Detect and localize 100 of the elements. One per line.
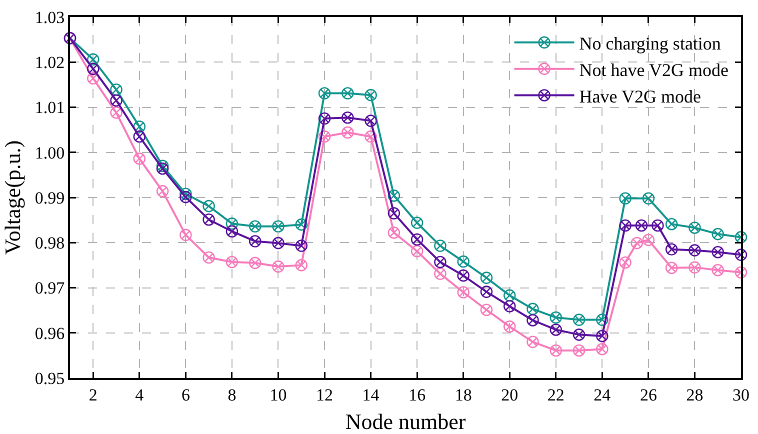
point — [480, 304, 493, 316]
point — [734, 231, 748, 244]
point — [410, 216, 424, 229]
point — [619, 256, 632, 269]
point — [504, 300, 516, 312]
point — [635, 219, 648, 232]
point — [248, 235, 262, 248]
point — [734, 266, 748, 279]
point — [156, 185, 169, 198]
point — [572, 314, 586, 326]
point — [688, 261, 701, 274]
point — [87, 62, 100, 75]
point — [272, 260, 284, 273]
y-axis-title: Voltage(p.u.) — [0, 140, 25, 255]
point — [87, 72, 100, 84]
point — [596, 330, 608, 342]
x-tick-label: 24 — [594, 385, 612, 404]
y-tick-label: 0.96 — [34, 324, 65, 343]
x-tick-label: 12 — [316, 385, 334, 404]
point — [480, 272, 493, 284]
point — [156, 162, 169, 175]
point — [526, 302, 539, 316]
legend-label: Have V2G mode — [579, 86, 701, 106]
point — [665, 262, 678, 274]
point — [110, 106, 122, 119]
point — [434, 256, 446, 268]
point — [133, 120, 146, 133]
x-tick-label: 22 — [547, 385, 564, 404]
x-tick-label: 26 — [640, 385, 657, 404]
x-tick-label: 18 — [454, 385, 472, 404]
point — [342, 111, 354, 124]
point — [364, 88, 377, 102]
point — [180, 188, 192, 200]
point — [202, 213, 215, 226]
y-tick-label: 1.03 — [34, 8, 65, 27]
point — [550, 324, 562, 336]
point — [652, 219, 664, 232]
point — [596, 314, 608, 326]
point — [364, 114, 377, 127]
point — [480, 286, 493, 298]
point — [226, 225, 238, 238]
point — [295, 259, 308, 272]
x-tick-label: 16 — [408, 385, 426, 404]
point — [572, 344, 586, 357]
x-tick-label: 6 — [181, 385, 190, 404]
point — [110, 94, 122, 107]
point — [712, 264, 724, 276]
point — [526, 336, 539, 348]
x-tick-label: 8 — [228, 385, 236, 404]
x-tick-label: 14 — [362, 385, 380, 404]
x-tick-label: 30 — [732, 385, 750, 404]
point — [388, 226, 400, 239]
point — [434, 268, 446, 280]
point — [630, 236, 644, 250]
point — [342, 87, 354, 100]
point — [318, 112, 331, 125]
point — [619, 192, 632, 205]
point — [410, 245, 424, 258]
x-axis-title: Node number — [345, 409, 466, 434]
point — [202, 251, 215, 264]
point — [712, 228, 724, 240]
point — [665, 218, 678, 230]
point — [642, 192, 655, 205]
x-tick-label: 2 — [88, 385, 98, 404]
point — [526, 314, 539, 326]
point — [665, 243, 678, 256]
point — [342, 126, 354, 139]
y-tick-label: 1.00 — [34, 143, 65, 162]
x-tick-label: 4 — [135, 385, 144, 404]
point — [688, 222, 701, 234]
point — [434, 240, 446, 252]
point — [550, 344, 562, 357]
point — [504, 320, 516, 333]
point — [248, 220, 262, 232]
point — [133, 130, 146, 143]
point — [712, 246, 724, 258]
point — [550, 311, 562, 324]
point — [180, 190, 192, 204]
point — [410, 233, 424, 246]
point — [248, 256, 262, 270]
point — [572, 328, 586, 341]
point — [226, 218, 238, 230]
point — [272, 236, 284, 250]
y-tick-label: 1.01 — [34, 98, 65, 118]
point — [457, 255, 470, 268]
point — [388, 207, 400, 220]
point — [457, 269, 470, 282]
point — [504, 289, 516, 302]
x-tick-label: 20 — [501, 385, 518, 404]
point — [110, 84, 122, 96]
point — [156, 160, 169, 172]
y-tick-label: 0.95 — [34, 368, 65, 388]
point — [318, 87, 331, 100]
point — [457, 286, 470, 298]
y-tick-label: 0.99 — [34, 188, 65, 208]
point — [295, 218, 308, 231]
legend-label: Not have V2G mode — [579, 60, 728, 80]
point — [619, 219, 632, 232]
y-tick-label: 1.02 — [34, 53, 65, 72]
point — [202, 200, 215, 212]
